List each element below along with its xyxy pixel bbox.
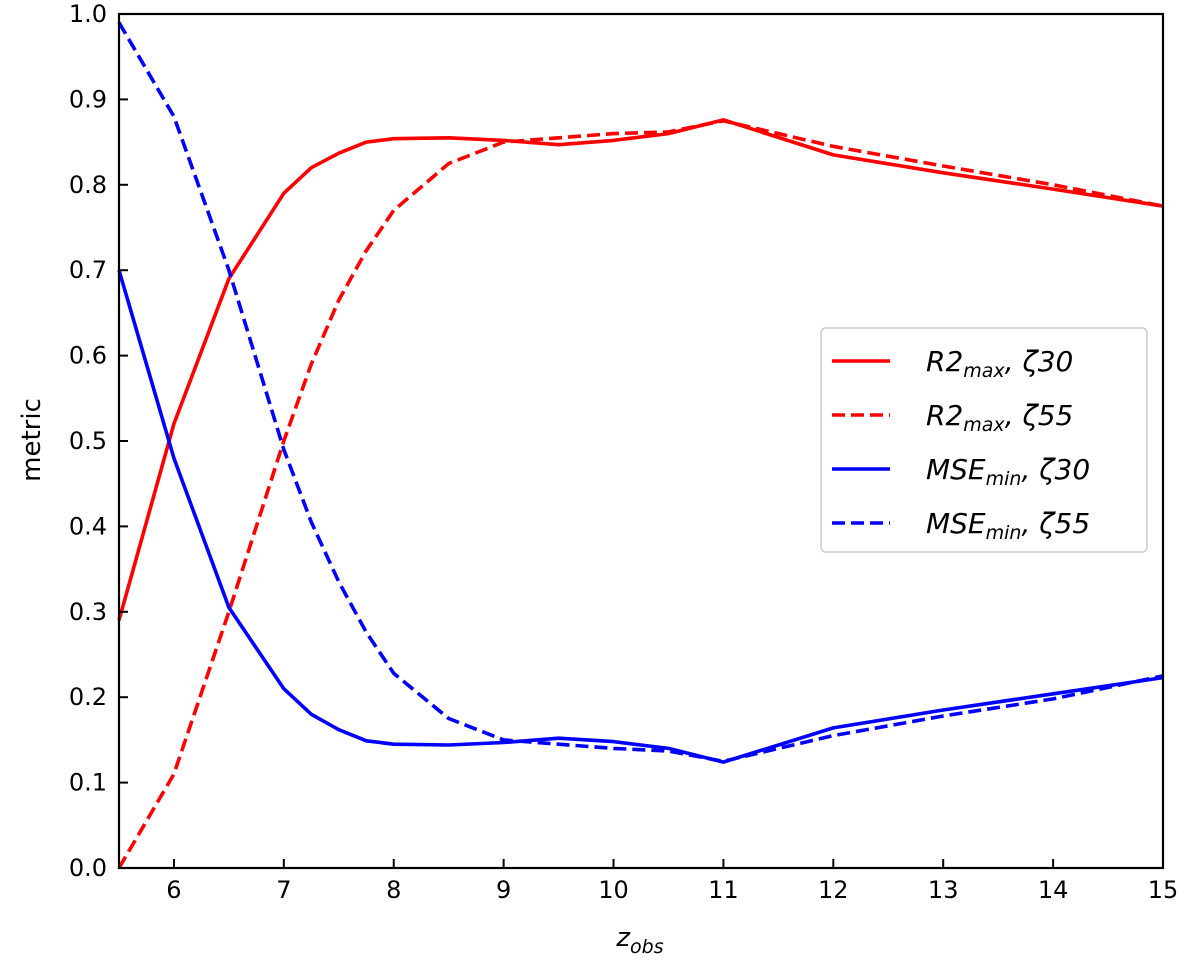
x-tick-label: 12 bbox=[818, 876, 849, 904]
legend-label-2: R2max, ζ55 bbox=[926, 399, 1073, 436]
legend-label-sub: min bbox=[986, 522, 1022, 544]
legend-label-main: MSE bbox=[926, 507, 986, 540]
legend-label-main: R2 bbox=[926, 399, 963, 432]
x-tick-label: 10 bbox=[598, 876, 629, 904]
plot-frame bbox=[117, 12, 1165, 870]
legend-label-main: R2 bbox=[926, 345, 963, 378]
legend-label-3: MSEmin, ζ30 bbox=[926, 453, 1090, 490]
x-tick-label: 8 bbox=[386, 876, 401, 904]
y-tick-label: 1.0 bbox=[69, 0, 107, 28]
legend-label-suffix: , ζ30 bbox=[1021, 453, 1090, 486]
x-tick-label: 13 bbox=[928, 876, 959, 904]
x-tick-label: 6 bbox=[166, 876, 181, 904]
series-line-2 bbox=[117, 119, 1164, 869]
legend-label-sub: max bbox=[963, 360, 1005, 382]
y-tick-label: 0.6 bbox=[69, 342, 107, 370]
y-tick-label: 0.7 bbox=[69, 256, 107, 284]
legend-label-sub: min bbox=[986, 468, 1022, 490]
series-line-4 bbox=[117, 21, 1164, 764]
series-layer bbox=[117, 21, 1164, 869]
y-tick-label: 0.1 bbox=[69, 769, 107, 797]
legend-label-main: MSE bbox=[926, 453, 986, 486]
legend-label-suffix: , ζ30 bbox=[1005, 345, 1074, 378]
legend-label-suffix: , ζ55 bbox=[1005, 399, 1074, 432]
x-tick-label: 7 bbox=[276, 876, 291, 904]
y-tick-label: 0.5 bbox=[69, 427, 107, 455]
y-tick-label: 0.4 bbox=[69, 512, 107, 540]
ticks-layer: 6 7 8 9 10 11 12 13 14 15 0.0 0.1 0.2 0.3 0.4 0.5 0.6 0.7… bbox=[69, 0, 1178, 904]
series-line-3 bbox=[117, 269, 1164, 764]
y-tick-label: 0.3 bbox=[69, 598, 107, 626]
legend-label-1: R2max, ζ30 bbox=[926, 345, 1073, 382]
series-line-1 bbox=[117, 118, 1164, 621]
x-axis-label-main: z bbox=[615, 923, 631, 953]
y-tick-label: 0.2 bbox=[69, 683, 107, 711]
y-axis-label: metric bbox=[17, 398, 47, 482]
x-tick-label: 11 bbox=[708, 876, 739, 904]
y-tick-label: 0.8 bbox=[69, 171, 107, 199]
legend-label-suffix: , ζ55 bbox=[1021, 507, 1090, 540]
x-tick-label: 15 bbox=[1148, 876, 1179, 904]
legend-label-4: MSEmin, ζ55 bbox=[926, 507, 1090, 544]
x-axis-label-sub: obs bbox=[630, 936, 664, 958]
y-tick-label: 0.0 bbox=[69, 854, 107, 882]
legend-label-sub: max bbox=[963, 414, 1005, 436]
legend-box bbox=[820, 327, 1148, 553]
x-axis-label: zobs bbox=[615, 923, 663, 958]
x-tick-label: 9 bbox=[496, 876, 511, 904]
x-tick-label: 14 bbox=[1038, 876, 1069, 904]
y-tick-label: 0.9 bbox=[69, 85, 107, 113]
